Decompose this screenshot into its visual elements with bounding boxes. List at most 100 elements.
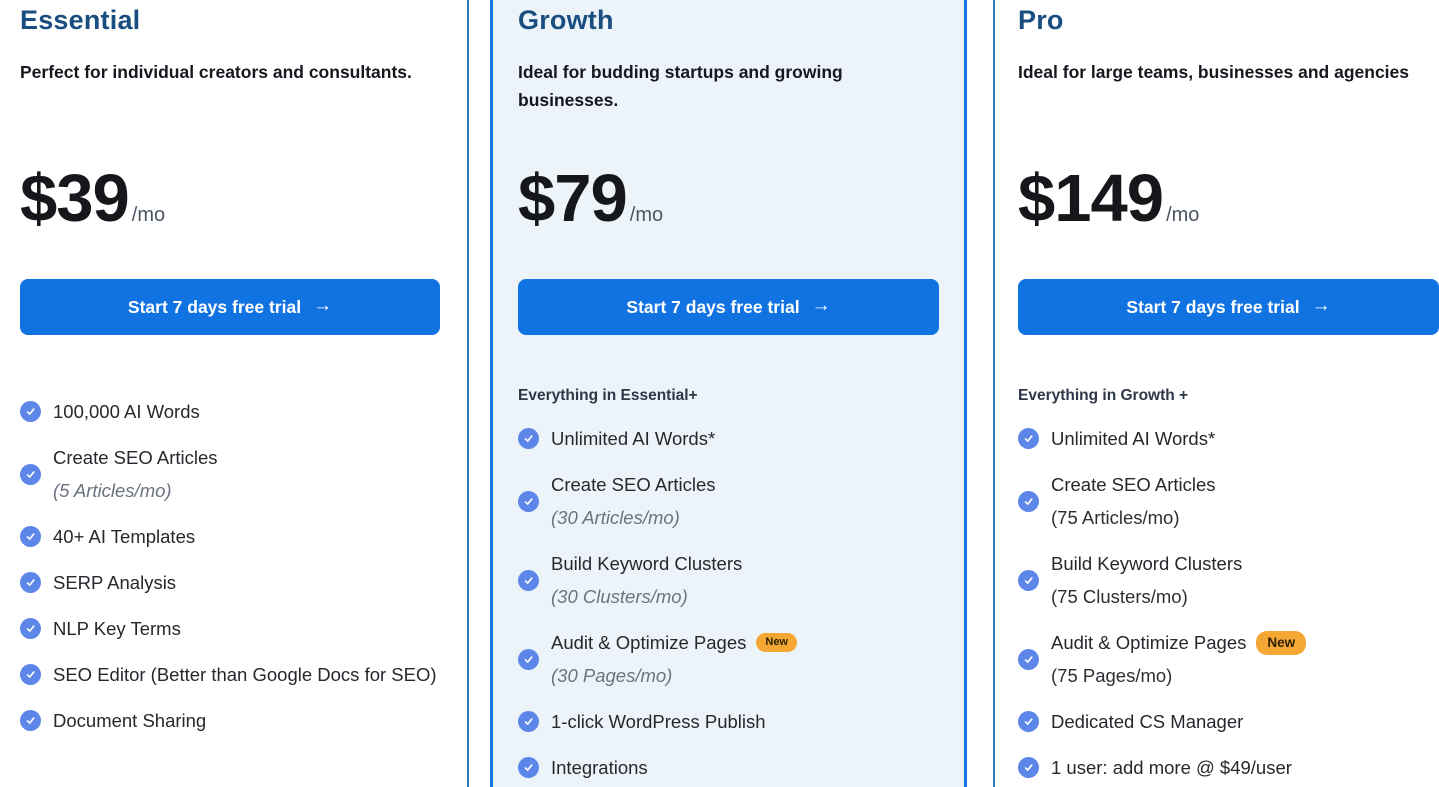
- feature-item: Build Keyword Clusters (30 Clusters/mo): [518, 547, 939, 613]
- check-circle-icon: [518, 428, 539, 449]
- feature-title-line: Create SEO Articles: [551, 468, 716, 501]
- feature-title-line: Dedicated CS Manager: [1051, 705, 1243, 738]
- feature-title-line: Create SEO Articles: [53, 441, 218, 474]
- features-header: Everything in Growth +: [1018, 387, 1189, 404]
- feature-title-line: Build Keyword Clusters: [551, 547, 742, 580]
- feature-title: Dedicated CS Manager: [1051, 711, 1244, 732]
- feature-title-line: 1-click WordPress Publish: [551, 705, 766, 738]
- feature-title-line: 40+ AI Templates: [53, 520, 195, 553]
- check-circle-icon: [1018, 428, 1039, 449]
- feature-title: SERP Analysis: [53, 572, 177, 593]
- feature-text: Audit & Optimize Pages New (75 Pages/mo): [1051, 626, 1307, 692]
- plan-price-period: /mo: [1166, 204, 1200, 226]
- arrow-right-icon: →: [313, 295, 333, 316]
- check-circle-icon: [1018, 569, 1039, 591]
- feature-title-line: NLP Key Terms: [53, 612, 181, 645]
- feature-title-line: Build Keyword Clusters: [1051, 547, 1242, 580]
- feature-item: 1 user: add more @ $49/user: [1018, 751, 1439, 784]
- feature-text: Create SEO Articles (5 Articles/mo): [53, 441, 218, 507]
- feature-text: Unlimited AI Words*: [1051, 422, 1215, 455]
- check-circle-icon: [20, 526, 41, 547]
- check-circle-icon: [518, 569, 539, 591]
- feature-title-line: Audit & Optimize Pages New: [551, 626, 797, 659]
- start-trial-button[interactable]: Start 7 days free trial →: [20, 279, 440, 335]
- plan-price: $39: [20, 161, 130, 236]
- feature-text: Dedicated CS Manager: [1051, 705, 1243, 738]
- feature-title: Build Keyword Clusters: [551, 553, 743, 574]
- feature-title: NLP Key Terms: [53, 618, 181, 639]
- feature-text: Document Sharing: [53, 704, 206, 737]
- feature-title-line: Audit & Optimize Pages New: [1051, 626, 1307, 659]
- plan-title: Pro: [1018, 5, 1064, 35]
- feature-text: Audit & Optimize Pages New (30 Pages/mo): [551, 626, 797, 692]
- plan-price-row: $149 /mo: [1018, 163, 1439, 235]
- features-list: 100,000 AI Words Create SEO Articles (5 Ar…: [20, 395, 440, 737]
- check-circle-icon: [518, 757, 539, 778]
- feature-item: SEO Editor (Better than Google Docs for …: [20, 658, 440, 691]
- feature-title: 40+ AI Templates: [53, 526, 196, 547]
- feature-item: 1-click WordPress Publish: [518, 705, 939, 738]
- start-trial-button[interactable]: Start 7 days free trial →: [1018, 279, 1439, 335]
- start-trial-label: Start 7 days free trial: [626, 296, 800, 317]
- feature-title-line: SEO Editor (Better than Google Docs for …: [53, 658, 437, 691]
- check-circle-icon: [1018, 757, 1039, 778]
- feature-text: 1-click WordPress Publish: [551, 705, 766, 738]
- feature-title-line: SERP Analysis: [53, 566, 176, 599]
- feature-title-line: Create SEO Articles: [1051, 468, 1216, 501]
- feature-title-line: Unlimited AI Words*: [1051, 422, 1215, 455]
- feature-title: Create SEO Articles: [53, 447, 218, 468]
- check-circle-icon: [518, 711, 539, 732]
- feature-text: NLP Key Terms: [53, 612, 181, 645]
- feature-item: Integrations: [518, 751, 939, 784]
- feature-detail: (75 Articles/mo): [1051, 507, 1180, 528]
- arrow-right-icon: →: [1311, 295, 1331, 316]
- feature-item: Unlimited AI Words*: [1018, 422, 1439, 455]
- check-circle-icon: [518, 490, 539, 512]
- feature-item: Document Sharing: [20, 704, 440, 737]
- feature-text: 1 user: add more @ $49/user: [1051, 751, 1292, 784]
- feature-item: 40+ AI Templates: [20, 520, 440, 553]
- feature-item: 100,000 AI Words: [20, 395, 440, 428]
- start-trial-button[interactable]: Start 7 days free trial →: [518, 279, 939, 335]
- feature-text: Build Keyword Clusters (75 Clusters/mo): [1051, 547, 1242, 613]
- feature-item: Dedicated CS Manager: [1018, 705, 1439, 738]
- plan-price-period: /mo: [629, 204, 664, 226]
- plan-price-row: $39 /mo: [20, 163, 440, 235]
- feature-title: 100,000 AI Words: [53, 401, 200, 422]
- feature-item: Build Keyword Clusters (75 Clusters/mo): [1018, 547, 1439, 613]
- feature-item: NLP Key Terms: [20, 612, 440, 645]
- feature-text: SERP Analysis: [53, 566, 176, 599]
- new-badge: New: [1256, 630, 1307, 655]
- feature-title: Unlimited AI Words*: [1051, 428, 1216, 449]
- plan-card-growth: Growth Ideal for budding startups and gr…: [490, 0, 967, 787]
- feature-text: Create SEO Articles (30 Articles/mo): [551, 468, 716, 534]
- plan-description: Perfect for individual creators and cons…: [20, 62, 412, 82]
- feature-title: Build Keyword Clusters: [1051, 553, 1243, 574]
- check-circle-icon: [518, 648, 539, 670]
- plan-price-period: /mo: [131, 204, 166, 226]
- feature-title: Integrations: [551, 757, 648, 778]
- feature-detail: (75 Pages/mo): [1051, 665, 1173, 686]
- plan-card-pro: Pro Ideal for large teams, businesses an…: [995, 0, 1439, 787]
- feature-item: Create SEO Articles (5 Articles/mo): [20, 441, 440, 507]
- new-badge: New: [756, 633, 797, 652]
- feature-item: Audit & Optimize Pages New (75 Pages/mo): [1018, 626, 1439, 692]
- check-circle-icon: [20, 572, 41, 593]
- feature-text: Build Keyword Clusters (30 Clusters/mo): [551, 547, 742, 613]
- feature-text: 100,000 AI Words: [53, 395, 200, 428]
- feature-text: 40+ AI Templates: [53, 520, 195, 553]
- feature-title: Audit & Optimize Pages: [551, 632, 747, 653]
- feature-title: SEO Editor (Better than Google Docs for …: [53, 664, 437, 685]
- feature-detail: (5 Articles/mo): [53, 480, 172, 501]
- feature-title: Audit & Optimize Pages: [1051, 632, 1247, 653]
- plan-price-row: $79 /mo: [518, 163, 939, 235]
- feature-item: Create SEO Articles (75 Articles/mo): [1018, 468, 1439, 534]
- feature-title: Unlimited AI Words*: [551, 428, 716, 449]
- feature-text: SEO Editor (Better than Google Docs for …: [53, 658, 437, 691]
- check-circle-icon: [1018, 711, 1039, 732]
- check-circle-icon: [20, 401, 41, 422]
- feature-item: Create SEO Articles (30 Articles/mo): [518, 468, 939, 534]
- plan-price: $149: [1018, 161, 1164, 236]
- plan-price: $79: [518, 161, 628, 236]
